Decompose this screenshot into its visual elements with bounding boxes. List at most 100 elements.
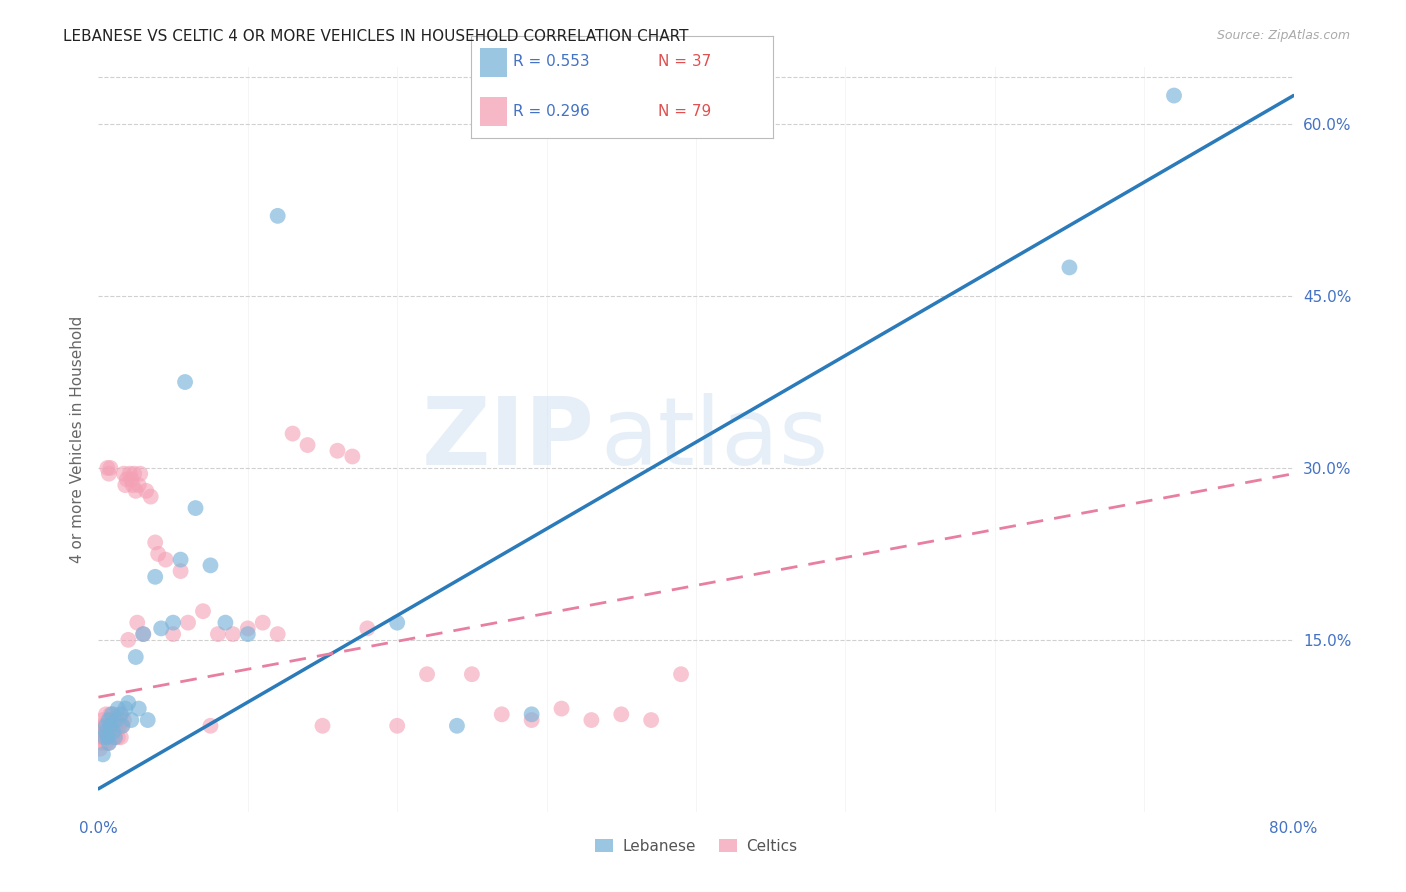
Point bbox=[114, 701, 136, 715]
Point bbox=[98, 461, 122, 475]
Point bbox=[252, 615, 274, 630]
Point bbox=[267, 209, 290, 223]
Point bbox=[94, 719, 117, 733]
Point bbox=[125, 483, 148, 498]
Point bbox=[91, 747, 114, 762]
Legend: Lebanese, Celtics: Lebanese, Celtics bbox=[589, 832, 803, 860]
Point bbox=[236, 621, 259, 635]
Text: R = 0.553: R = 0.553 bbox=[513, 54, 591, 70]
Point bbox=[416, 667, 439, 681]
Point bbox=[150, 621, 173, 635]
Point bbox=[115, 472, 138, 486]
Point bbox=[120, 713, 142, 727]
Point bbox=[94, 736, 117, 750]
Point bbox=[105, 719, 128, 733]
Point bbox=[117, 632, 139, 647]
Point bbox=[461, 667, 484, 681]
Point bbox=[127, 615, 149, 630]
Point bbox=[491, 707, 513, 722]
Point bbox=[610, 707, 633, 722]
Point bbox=[177, 615, 200, 630]
Point bbox=[128, 701, 150, 715]
Point bbox=[520, 707, 543, 722]
Point bbox=[1163, 88, 1185, 103]
Point bbox=[550, 701, 572, 715]
Point bbox=[94, 724, 117, 739]
Point bbox=[108, 719, 131, 733]
Point bbox=[103, 707, 125, 722]
Point bbox=[128, 478, 150, 492]
Point bbox=[98, 707, 122, 722]
Point bbox=[155, 552, 177, 566]
Point bbox=[112, 713, 135, 727]
Y-axis label: 4 or more Vehicles in Household: 4 or more Vehicles in Household bbox=[69, 316, 84, 563]
Text: N = 37: N = 37 bbox=[658, 54, 711, 70]
Point bbox=[111, 719, 134, 733]
Point bbox=[132, 627, 155, 641]
Point bbox=[281, 426, 304, 441]
Point bbox=[640, 713, 662, 727]
Point bbox=[93, 730, 115, 744]
Point bbox=[120, 472, 142, 486]
Point bbox=[267, 627, 290, 641]
Point bbox=[97, 736, 120, 750]
Point bbox=[184, 501, 207, 516]
Point bbox=[97, 467, 120, 481]
Bar bbox=[479, 48, 508, 77]
Point bbox=[105, 713, 128, 727]
Point bbox=[297, 438, 319, 452]
Point bbox=[174, 375, 197, 389]
Point bbox=[97, 713, 120, 727]
Point bbox=[107, 713, 129, 727]
Point bbox=[110, 707, 132, 722]
Point bbox=[356, 621, 378, 635]
Point bbox=[104, 730, 127, 744]
Point bbox=[136, 713, 159, 727]
Point bbox=[103, 724, 125, 739]
Point bbox=[162, 627, 184, 641]
Point bbox=[385, 719, 409, 733]
Point bbox=[98, 719, 122, 733]
Bar bbox=[479, 97, 508, 126]
Point bbox=[110, 707, 132, 722]
Text: R = 0.296: R = 0.296 bbox=[513, 103, 591, 119]
Point bbox=[104, 713, 127, 727]
Point bbox=[90, 736, 112, 750]
Point bbox=[91, 724, 114, 739]
Point bbox=[222, 627, 245, 641]
Point bbox=[96, 730, 118, 744]
Text: atlas: atlas bbox=[600, 393, 828, 485]
Point bbox=[105, 724, 128, 739]
Point bbox=[135, 483, 157, 498]
Point bbox=[97, 736, 120, 750]
Point bbox=[581, 713, 603, 727]
Point bbox=[1059, 260, 1081, 275]
Text: LEBANESE VS CELTIC 4 OR MORE VEHICLES IN HOUSEHOLD CORRELATION CHART: LEBANESE VS CELTIC 4 OR MORE VEHICLES IN… bbox=[63, 29, 689, 44]
Text: ZIP: ZIP bbox=[422, 393, 595, 485]
Point bbox=[385, 615, 409, 630]
Point bbox=[107, 730, 129, 744]
Point bbox=[236, 627, 259, 641]
Point bbox=[139, 490, 162, 504]
Point bbox=[520, 713, 543, 727]
Point bbox=[143, 535, 166, 549]
Point bbox=[93, 719, 115, 733]
Point bbox=[669, 667, 692, 681]
Point bbox=[169, 564, 191, 578]
Point bbox=[91, 730, 114, 744]
Point bbox=[191, 604, 214, 618]
Point bbox=[112, 467, 135, 481]
Point bbox=[103, 724, 125, 739]
Point bbox=[129, 467, 152, 481]
Point bbox=[90, 719, 112, 733]
Point bbox=[93, 730, 115, 744]
Point bbox=[111, 719, 134, 733]
Point bbox=[97, 713, 120, 727]
Point bbox=[101, 719, 124, 733]
Point bbox=[124, 467, 146, 481]
Point bbox=[214, 615, 236, 630]
Point bbox=[207, 627, 229, 641]
Point bbox=[169, 552, 191, 566]
Point bbox=[91, 713, 114, 727]
Point bbox=[89, 724, 111, 739]
